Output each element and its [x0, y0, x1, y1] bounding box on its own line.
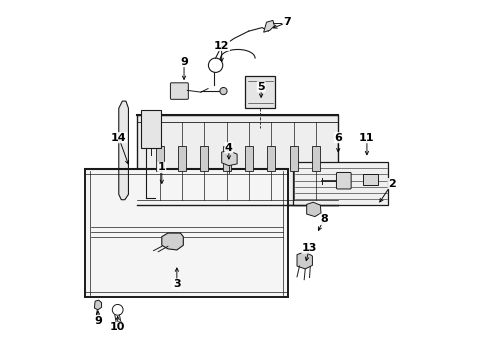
- Polygon shape: [264, 21, 274, 32]
- Polygon shape: [294, 162, 389, 205]
- Bar: [156, 146, 164, 171]
- Text: 11: 11: [359, 133, 375, 143]
- Text: 14: 14: [111, 133, 126, 143]
- Text: 9: 9: [180, 57, 188, 67]
- FancyBboxPatch shape: [171, 83, 188, 99]
- Polygon shape: [162, 233, 183, 250]
- Bar: [178, 146, 186, 171]
- Text: 6: 6: [334, 133, 342, 143]
- Text: 7: 7: [283, 17, 291, 27]
- FancyBboxPatch shape: [337, 172, 351, 189]
- Text: 5: 5: [257, 82, 265, 92]
- Polygon shape: [85, 169, 288, 297]
- Text: 10: 10: [110, 322, 125, 332]
- Bar: [290, 146, 297, 171]
- Polygon shape: [221, 150, 237, 166]
- Text: 9: 9: [94, 316, 102, 325]
- Bar: [363, 174, 378, 185]
- Polygon shape: [95, 300, 101, 310]
- Polygon shape: [297, 252, 313, 269]
- Bar: [312, 146, 320, 171]
- Bar: [223, 146, 231, 171]
- Polygon shape: [137, 116, 338, 205]
- Bar: [268, 146, 275, 171]
- Bar: [200, 146, 208, 171]
- Bar: [141, 110, 161, 148]
- Text: 4: 4: [225, 143, 233, 153]
- Text: 3: 3: [173, 279, 181, 289]
- Polygon shape: [119, 101, 128, 200]
- Circle shape: [220, 87, 227, 95]
- Text: 1: 1: [158, 162, 166, 172]
- Text: 12: 12: [214, 41, 229, 50]
- Polygon shape: [307, 202, 321, 217]
- Text: 13: 13: [302, 243, 317, 253]
- Text: 2: 2: [388, 179, 396, 189]
- Bar: [245, 146, 253, 171]
- Bar: [245, 76, 275, 108]
- Text: 8: 8: [320, 215, 328, 224]
